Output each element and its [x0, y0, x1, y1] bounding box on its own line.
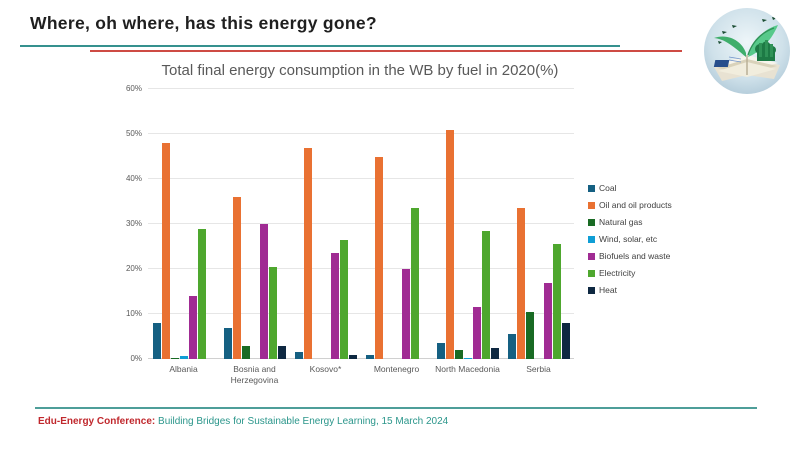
bar: [188, 296, 197, 359]
bar: [507, 334, 516, 359]
bar: [561, 323, 570, 359]
legend-item: Heat: [588, 285, 672, 295]
gridline: [148, 88, 574, 89]
gridline: [148, 358, 574, 359]
bar: [401, 269, 410, 359]
y-tick-label: 0%: [130, 354, 142, 363]
gridline: [148, 178, 574, 179]
bar: [223, 327, 232, 359]
bar: [259, 224, 268, 359]
legend-item: Natural gas: [588, 217, 672, 227]
footer: Edu-Energy Conference: Building Bridges …: [38, 416, 448, 427]
legend-label: Natural gas: [599, 217, 643, 227]
x-axis-category-label: Montenegro: [373, 364, 420, 374]
bar: [170, 357, 179, 359]
y-axis-labels: 0% 10% 20% 30% 40% 50% 60%: [100, 84, 142, 363]
plot-area: [148, 88, 574, 359]
gridline: [148, 223, 574, 224]
bar: [339, 239, 348, 359]
bar: [330, 253, 339, 359]
legend: Coal Oil and oil products Natural gas Wind,…: [588, 183, 672, 302]
footer-divider-line: [35, 407, 757, 409]
legend-item: Biofuels and waste: [588, 251, 672, 261]
bar: [294, 352, 303, 359]
x-axis-category-label: North Macedonia: [435, 364, 500, 374]
bar: [552, 244, 561, 359]
legend-item: Oil and oil products: [588, 200, 672, 210]
x-axis-category-label: Albania: [169, 364, 198, 374]
legend-swatch-icon: [588, 218, 595, 226]
bar: [436, 343, 445, 359]
y-tick-label: 30%: [125, 219, 142, 228]
bar: [365, 355, 374, 359]
chart-title: Total final energy consumption in the WB…: [161, 62, 559, 79]
bar: [410, 208, 419, 359]
bar-group: [148, 89, 219, 359]
bar: [516, 208, 525, 359]
legend-label: Electricity: [599, 268, 636, 278]
legend-label: Heat: [599, 285, 617, 295]
bar: [277, 345, 286, 359]
bar: [152, 323, 161, 359]
y-tick-label: 50%: [125, 129, 142, 138]
teal-divider-line: [20, 45, 620, 47]
x-axis-labels: Albania Bosnia and Herzegovina Kosovo* Mont…: [148, 364, 574, 386]
legend-swatch-icon: [588, 201, 595, 209]
bar: [463, 357, 472, 359]
bar: [161, 143, 170, 359]
page-title: Where, oh where, has this energy gone?: [30, 13, 377, 33]
x-axis-category-label: Bosnia and Herzegovina: [230, 364, 279, 386]
y-tick-label: 60%: [125, 84, 142, 93]
legend-swatch-icon: [588, 286, 595, 294]
bar: [481, 230, 490, 359]
red-divider-line: [90, 50, 682, 52]
bar: [232, 197, 241, 359]
bar: [490, 347, 499, 359]
gridline: [148, 268, 574, 269]
bar: [348, 354, 357, 359]
bar-groups: [148, 89, 574, 359]
footer-tagline: Building Bridges for Sustainable Energy …: [155, 416, 449, 427]
bar: [472, 307, 481, 359]
bar-group: [290, 89, 361, 359]
gridline: [148, 313, 574, 314]
legend-item: Coal: [588, 183, 672, 193]
bar-group: [503, 89, 574, 359]
y-tick-label: 10%: [125, 309, 142, 318]
bar: [179, 355, 188, 359]
bar: [525, 311, 534, 359]
bar: [445, 129, 454, 359]
bar-group: [219, 89, 290, 359]
bar: [268, 266, 277, 359]
bar: [543, 282, 552, 359]
legend-label: Biofuels and waste: [599, 251, 671, 261]
footer-conference-name: Edu-Energy Conference:: [38, 416, 156, 427]
legend-item: Electricity: [588, 268, 672, 278]
bar: [374, 156, 383, 359]
x-axis-category-label: Kosovo*: [309, 364, 342, 374]
legend-label: Coal: [599, 183, 617, 193]
y-tick-label: 40%: [125, 174, 142, 183]
bar-group: [361, 89, 432, 359]
bar: [303, 147, 312, 359]
bar: [197, 228, 206, 359]
legend-label: Oil and oil products: [599, 200, 672, 210]
x-axis-category-label: Serbia: [526, 364, 551, 374]
bar: [241, 345, 250, 359]
gridline: [148, 133, 574, 134]
legend-label: Wind, solar, etc: [599, 234, 658, 244]
eco-book-logo: [704, 8, 790, 94]
legend-swatch-icon: [588, 235, 595, 243]
bar: [454, 350, 463, 359]
legend-swatch-icon: [588, 269, 595, 277]
legend-item: Wind, solar, etc: [588, 234, 672, 244]
legend-swatch-icon: [588, 184, 595, 192]
y-tick-label: 20%: [125, 264, 142, 273]
bar-group: [432, 89, 503, 359]
legend-swatch-icon: [588, 252, 595, 260]
